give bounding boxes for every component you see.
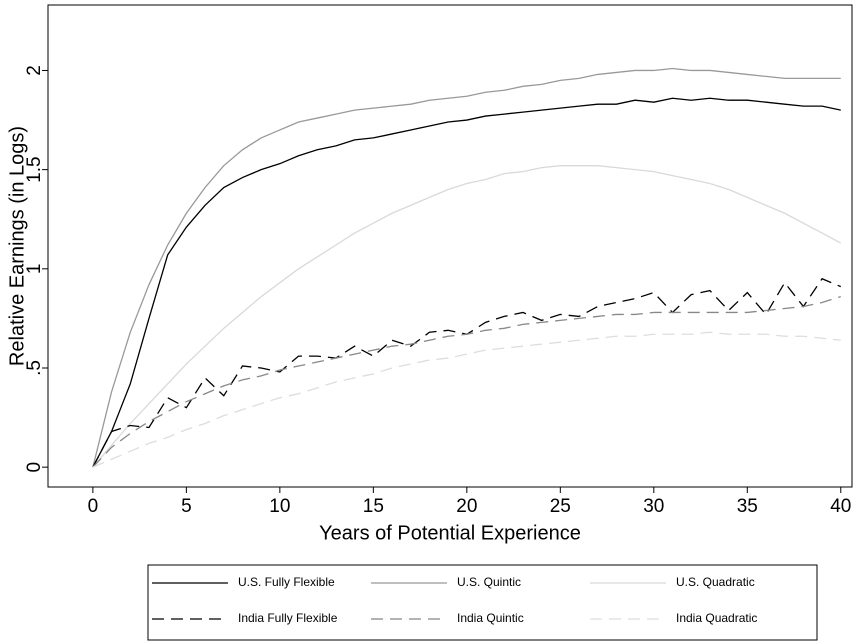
x-tick-label: 0: [88, 496, 99, 517]
legend-label: U.S. Fully Flexible: [238, 575, 335, 589]
x-tick-label: 15: [363, 496, 384, 517]
legend-label: U.S. Quintic: [457, 575, 521, 589]
x-tick-label: 40: [830, 496, 851, 517]
y-tick-label: 2: [24, 65, 45, 76]
series-line: [92, 331, 841, 468]
plot-frame: [47, 4, 853, 488]
y-tick-label: 1: [24, 264, 45, 275]
series-line: [92, 165, 842, 468]
series-line: [92, 295, 841, 468]
y-tick-label: 1.5: [24, 156, 45, 182]
series-line: [92, 97, 841, 468]
legend-label: U.S. Quadratic: [676, 575, 755, 589]
y-axis-title: Relative Earnings (in Logs): [6, 126, 28, 366]
y-tick-label: .5: [24, 360, 45, 376]
legend-box: [147, 564, 818, 641]
x-tick-label: 25: [550, 496, 571, 517]
x-tick-label: 30: [643, 496, 664, 517]
legend-label: India Quintic: [457, 611, 524, 625]
legend-label: India Quadratic: [676, 611, 757, 625]
x-tick-label: 10: [269, 496, 290, 517]
x-tick-label: 5: [181, 496, 192, 517]
legend-label: India Fully Flexible: [238, 611, 338, 625]
x-axis-title: Years of Potential Experience: [319, 522, 581, 544]
series-line: [92, 67, 841, 468]
x-tick-label: 35: [737, 496, 758, 517]
y-tick-label: 0: [24, 462, 45, 473]
x-tick-label: 20: [456, 496, 477, 517]
